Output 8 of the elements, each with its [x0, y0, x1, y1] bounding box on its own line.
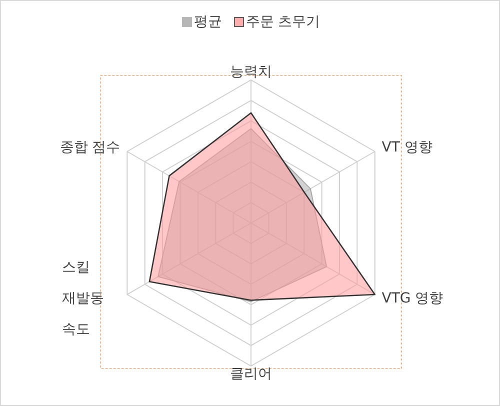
legend-label: 주문 츠무기: [246, 13, 320, 31]
spoke-label: 클리어: [230, 366, 272, 382]
legend-label: 평균: [194, 13, 222, 31]
spoke-label: VTG 영향: [382, 290, 444, 306]
spoke-label: 스킬 재발동 속도: [62, 260, 104, 338]
spoke-label: VT 영향: [382, 140, 432, 156]
spoke-label: 능력치: [230, 64, 272, 80]
spoke-label: 종합 점수: [60, 140, 120, 156]
